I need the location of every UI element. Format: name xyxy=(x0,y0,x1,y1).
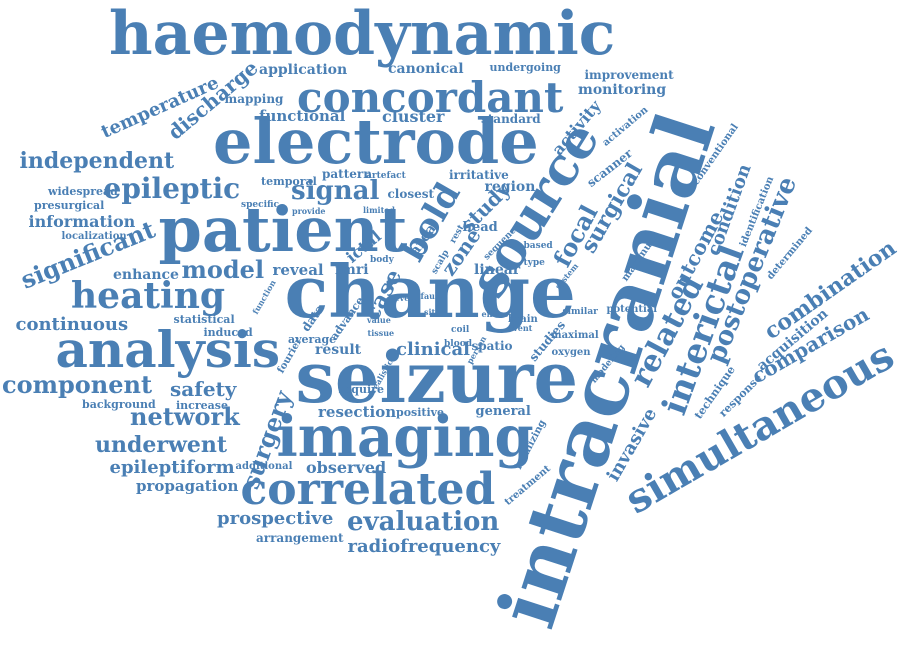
word-concordant: concordant xyxy=(297,73,564,122)
word-increase: increase xyxy=(176,398,228,412)
word-propagation: propagation xyxy=(136,476,239,495)
word-reveal: reveal xyxy=(272,260,324,279)
word-body: body xyxy=(370,254,394,265)
word-evaluation: evaluation xyxy=(347,507,500,537)
word-model: model xyxy=(181,255,265,284)
word-coil: coil xyxy=(451,324,470,335)
word-pattern: pattern xyxy=(322,167,372,181)
word-type: type xyxy=(523,257,545,268)
word-analysis: analysis xyxy=(55,320,281,379)
word-correlated: correlated xyxy=(240,464,496,515)
word-signal: signal xyxy=(291,176,380,206)
word-oxygen: oxygen xyxy=(551,347,591,358)
word-require: require xyxy=(338,382,384,396)
word-monitoring: monitoring xyxy=(578,82,667,98)
word-fault: fault xyxy=(420,291,442,301)
word-cluster: cluster xyxy=(382,107,445,126)
word-region: region xyxy=(484,179,536,195)
word-event: event xyxy=(508,323,533,333)
word-tissue: tissue xyxy=(367,328,395,338)
word-based: based xyxy=(523,240,553,251)
word-induced: induced xyxy=(203,325,253,339)
word-provide: provide xyxy=(292,206,326,216)
word-improvement: improvement xyxy=(584,68,674,82)
word-clinical: clinical xyxy=(396,339,471,360)
word-electrode: electrode xyxy=(213,105,539,178)
word-blood: blood xyxy=(444,338,473,349)
word-haemodynamic: haemodynamic xyxy=(109,0,616,69)
word-information: information xyxy=(28,212,136,231)
word-imaging: imaging xyxy=(276,404,534,470)
word-heating: heating xyxy=(71,275,226,317)
word-independent: independent xyxy=(19,148,175,174)
word-fmri: fmri xyxy=(335,262,369,278)
word-head: head xyxy=(462,219,498,235)
word-brain: brain xyxy=(508,314,538,325)
word-spatio: spatio xyxy=(471,339,513,353)
word-epileptiform: epileptiform xyxy=(109,457,235,478)
word-statistical: statistical xyxy=(173,312,235,326)
word-observed: observed xyxy=(306,458,387,477)
word-potential: potential xyxy=(606,304,658,315)
word-network: network xyxy=(130,402,240,431)
word-positive: positive xyxy=(396,405,445,419)
word-safety: safety xyxy=(170,377,237,401)
word-closest: closest xyxy=(387,187,435,201)
word-localization: localization xyxy=(61,231,127,242)
word-presurgical: presurgical xyxy=(34,198,105,212)
word-functional: functional xyxy=(259,106,346,125)
word-specific: specific xyxy=(241,199,280,210)
word-limited: limited xyxy=(363,205,395,215)
word-function: function xyxy=(250,278,278,316)
word-underwent: underwent xyxy=(95,432,228,458)
word-maximal: maximal xyxy=(551,330,599,341)
word-seizure: seizure xyxy=(295,336,579,419)
word-component: component xyxy=(2,370,153,399)
word-enhance: enhance xyxy=(113,267,179,283)
word-epileptic: epileptic xyxy=(103,172,241,205)
word-change: change xyxy=(284,249,576,334)
word-arrangement: arrangement xyxy=(256,531,344,545)
word-artefact: artefact xyxy=(366,170,406,181)
word-radiofrequency: radiofrequency xyxy=(347,536,501,557)
word-general: general xyxy=(475,403,531,419)
word-site: site xyxy=(424,307,441,317)
word-value: value xyxy=(367,315,391,325)
word-background: background xyxy=(82,397,156,411)
word-average: average xyxy=(288,332,337,346)
word-level: level xyxy=(391,293,413,303)
word-canonical: canonical xyxy=(388,61,464,77)
word-resection: resection xyxy=(318,402,397,421)
word-undergoing: undergoing xyxy=(489,60,561,74)
word-continuous: continuous xyxy=(15,314,129,335)
word-entire: entire xyxy=(481,309,509,319)
word-additional: additional xyxy=(235,461,293,472)
word-similar: similar xyxy=(562,306,598,317)
word-patient: patient xyxy=(158,193,408,266)
word-temporal: temporal xyxy=(261,174,317,188)
word-widespread: widespread xyxy=(48,184,118,198)
word-result: result xyxy=(315,342,362,358)
word-application: application xyxy=(259,62,348,78)
word-linear: linear xyxy=(474,262,521,278)
word-irritative: irritative xyxy=(449,168,509,182)
word-standard: standard xyxy=(481,112,541,126)
word-mapping: mapping xyxy=(224,92,284,106)
word-prospective: prospective xyxy=(217,508,334,529)
